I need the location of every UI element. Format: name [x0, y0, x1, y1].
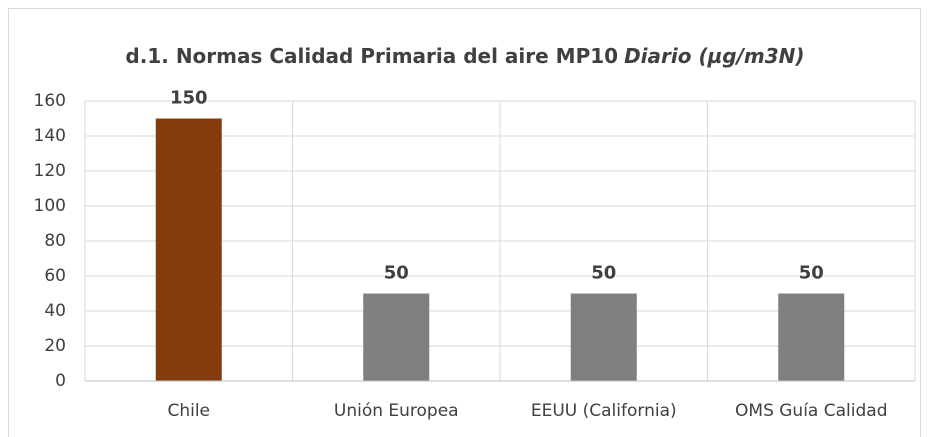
x-tick-label: Chile	[167, 401, 210, 421]
y-tick-label: 100	[34, 196, 66, 216]
value-label: 50	[591, 263, 616, 284]
bar	[570, 293, 637, 381]
x-tick-label: Unión Europea	[334, 401, 459, 421]
x-tick-label: EEUU (California)	[531, 401, 677, 421]
y-tick-label: 160	[34, 91, 66, 111]
y-tick-label: 20	[44, 336, 66, 356]
y-tick-label: 0	[55, 371, 66, 391]
bar	[155, 118, 222, 381]
y-tick-label: 60	[44, 266, 66, 286]
y-tick-label: 140	[34, 126, 66, 146]
title-main: d.1. Normas Calidad Primaria del aire MP…	[125, 44, 618, 68]
value-label: 50	[384, 263, 409, 284]
title-unit: Diario (µg/m3N)	[624, 44, 805, 68]
bar	[778, 293, 845, 381]
y-tick-label: 120	[34, 161, 66, 181]
bar	[363, 293, 430, 381]
value-label: 50	[799, 263, 824, 284]
y-tick-label: 80	[44, 231, 66, 251]
y-tick-label: 40	[44, 301, 66, 321]
value-label: 150	[170, 88, 208, 109]
x-tick-label: OMS Guía Calidad	[735, 401, 887, 421]
chart-title: d.1. Normas Calidad Primaria del aire MP…	[125, 44, 804, 68]
